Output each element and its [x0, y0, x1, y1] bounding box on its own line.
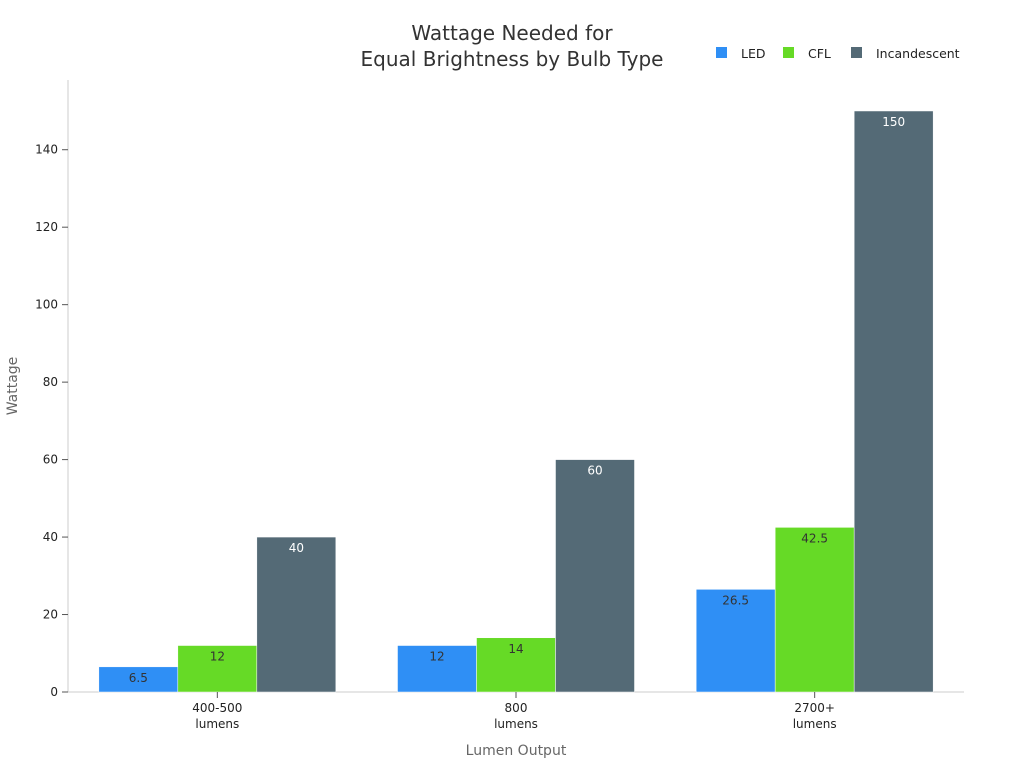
bar-incandescent — [555, 459, 635, 693]
x-axis-label: Lumen Output — [466, 743, 567, 759]
x-tick-label: 400-500 — [192, 701, 242, 715]
y-tick-label: 80 — [43, 375, 58, 389]
x-tick-label: lumens — [494, 717, 538, 731]
bar-led — [397, 645, 477, 693]
bar-value-label: 60 — [587, 464, 602, 478]
bar-cfl — [774, 527, 855, 693]
legend: LED CFL Incandescent — [716, 46, 960, 61]
bar-value-label: 42.5 — [801, 531, 828, 545]
legend-label-incandescent: Incandescent — [876, 46, 960, 61]
bars: 6.5 12 26.5 12 14 42.5 40 60 150 — [98, 110, 934, 693]
legend-label-cfl: CFL — [808, 46, 831, 61]
y-axis-ticks: 0 20 40 60 80 100 120 140 — [35, 143, 68, 699]
y-tick-label: 0 — [50, 685, 58, 699]
x-axis-ticks: 400-500 lumens 800 lumens 2700+ lumens — [192, 692, 837, 731]
x-tick-label: lumens — [195, 717, 239, 731]
bar-cfl — [476, 637, 556, 693]
bar-incandescent — [853, 110, 934, 693]
y-tick-label: 120 — [35, 220, 58, 234]
chart-title-line-1: Wattage Needed for — [411, 21, 613, 45]
legend-label-led: LED — [741, 46, 766, 61]
bar-value-label: 6.5 — [129, 671, 148, 685]
bar-value-label: 14 — [508, 642, 523, 656]
y-axis-label: Wattage — [5, 357, 21, 416]
chart-title-line-2: Equal Brightness by Bulb Type — [361, 47, 664, 71]
y-tick-label: 40 — [43, 530, 58, 544]
bar-value-label: 12 — [210, 650, 225, 664]
x-tick-label: 2700+ — [794, 701, 835, 715]
y-tick-label: 20 — [43, 608, 58, 622]
legend-swatch-cfl — [783, 47, 794, 58]
y-tick-label: 140 — [35, 143, 58, 157]
bar-value-label: 150 — [882, 115, 905, 129]
x-tick-label: lumens — [793, 717, 837, 731]
legend-swatch-incandescent — [851, 47, 862, 58]
bar-value-label: 12 — [429, 650, 444, 664]
bar-cfl — [177, 645, 258, 693]
y-tick-label: 100 — [35, 298, 58, 312]
legend-swatch-led — [716, 47, 727, 58]
y-tick-label: 60 — [43, 453, 58, 467]
bar-incandescent — [256, 536, 337, 693]
x-tick-label: 800 — [505, 701, 528, 715]
bar-value-label: 26.5 — [722, 593, 749, 607]
bar-led — [695, 589, 776, 693]
bar-value-label: 40 — [289, 541, 304, 555]
